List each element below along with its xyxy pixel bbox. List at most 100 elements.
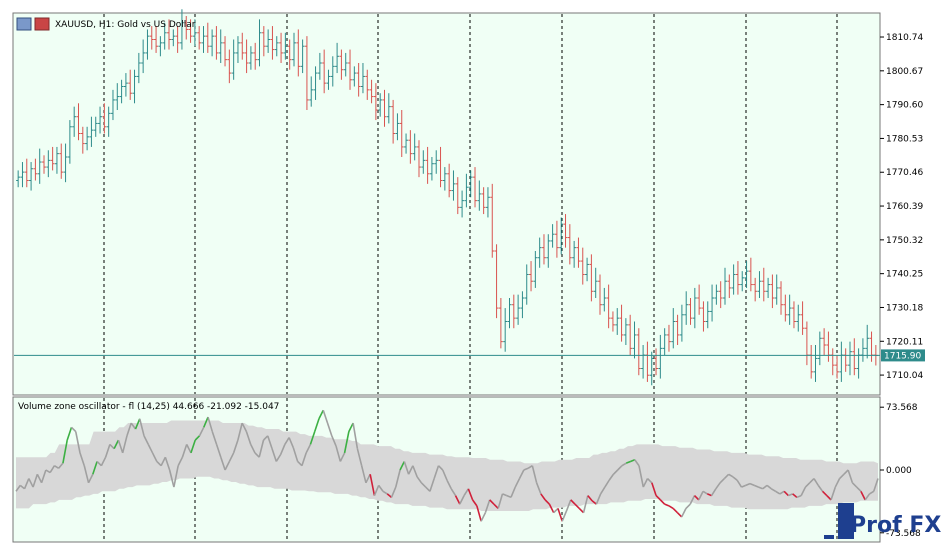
- chart-grid-icon: [16, 17, 32, 31]
- oscillator-segment: [514, 478, 521, 488]
- oscillator-segment: [220, 456, 226, 471]
- oscillator-segment: [429, 478, 435, 492]
- oscillator-segment: [177, 456, 184, 467]
- oscillator-segment: [228, 452, 235, 462]
- oscillator-segment: [151, 452, 158, 462]
- oscillator-segment: [249, 444, 256, 454]
- oscillator-segment: [92, 461, 98, 475]
- price-candles: [14, 9, 880, 386]
- oscillator-segment: [753, 484, 759, 488]
- oscillator-segment: [872, 478, 879, 492]
- oscillator-band: [16, 420, 878, 511]
- osc-tick-label: 0.000: [886, 466, 912, 476]
- oscillator-segment: [395, 469, 401, 488]
- oscillator-segment: [254, 452, 260, 458]
- oscillator-segment: [693, 495, 700, 501]
- oscillator-segment: [604, 479, 610, 488]
- oscillator-segment: [450, 488, 457, 497]
- main-panel-background: [12, 12, 881, 396]
- oscillator-segment: [399, 461, 406, 471]
- oscillator-segment: [689, 495, 696, 505]
- oscillator-segment: [130, 422, 137, 430]
- oscillator-segment: [437, 465, 444, 471]
- oscillator-segment: [749, 482, 755, 487]
- oscillator-segment: [156, 460, 162, 467]
- watermark-logo: [822, 497, 944, 545]
- oscillator-segment: [309, 431, 316, 445]
- price-tick-label: 1760.39: [886, 202, 923, 212]
- oscillator-segment: [471, 499, 478, 507]
- oscillator-segment: [561, 510, 568, 522]
- oscillator-segment: [331, 435, 337, 447]
- price-tick-label: 1800.67: [886, 67, 923, 77]
- oscillator-segment: [723, 473, 730, 480]
- oscillator-segment: [617, 465, 623, 471]
- oscillator-segment: [856, 486, 862, 492]
- oscillator-segment: [758, 486, 764, 490]
- oscillator-segment: [433, 465, 440, 479]
- oscillator-segment: [66, 427, 73, 441]
- oscillator-segment: [224, 461, 231, 471]
- oscillator-segment: [843, 469, 849, 475]
- oscillator-segment: [502, 493, 508, 497]
- oscillator-segment: [736, 479, 743, 488]
- watermark-text: Prof FX: [850, 513, 942, 538]
- oscillator-segment: [821, 490, 828, 497]
- oscillator-segment: [117, 439, 124, 454]
- oscillator-segment: [728, 473, 734, 478]
- oscillator-segment: [638, 465, 645, 488]
- oscillator-segment: [578, 507, 585, 514]
- oscillator-segment: [70, 426, 77, 433]
- oscillator-segment: [612, 469, 619, 475]
- oscillator-segment: [463, 488, 470, 497]
- oscillator-segment: [621, 462, 627, 467]
- oscillator-segment: [476, 505, 482, 522]
- oscillator-segment: [262, 435, 269, 441]
- oscillator-segment: [809, 477, 815, 484]
- oscillator-segment: [318, 409, 324, 420]
- oscillator-segment: [847, 469, 854, 484]
- oscillator-segment: [668, 505, 674, 510]
- price-tick-label: 1710.04: [886, 371, 923, 381]
- oscillator-segment: [518, 469, 525, 479]
- oscillator-segment: [830, 486, 837, 501]
- oscillator-segment: [595, 493, 602, 505]
- symbol-icons: [16, 17, 50, 31]
- oscillator-segment: [194, 435, 201, 441]
- oscillator-segment: [190, 439, 196, 454]
- oscillator-segment: [305, 444, 312, 454]
- oscillator-segment: [489, 499, 495, 505]
- oscillator-segment: [646, 477, 653, 484]
- oscillator-segment: [147, 444, 154, 454]
- oscillator-segment: [326, 422, 333, 437]
- oscillator-segment: [237, 422, 243, 441]
- oscillator-segment: [766, 484, 772, 490]
- oscillator-segment: [138, 418, 145, 437]
- oscillator-segment: [284, 437, 290, 445]
- oscillator-segment: [630, 459, 636, 463]
- oscillator-segment: [365, 473, 371, 484]
- oscillator-segment: [544, 499, 550, 505]
- oscillator-segment: [702, 490, 708, 495]
- oscillator-segment: [134, 418, 141, 430]
- oscillator-segment: [493, 503, 499, 509]
- oscillator-segment: [608, 473, 615, 481]
- oscillator-segment: [531, 465, 538, 483]
- price-tick-label: 1770.46: [886, 168, 923, 178]
- oscillator-segment: [45, 469, 51, 474]
- oscillator-segment: [762, 484, 768, 490]
- current-price-tag: [881, 349, 925, 362]
- oscillator-segment: [783, 490, 789, 497]
- oscillator-segment: [779, 490, 785, 495]
- price-tick-label: 1750.32: [886, 236, 923, 246]
- oscillator-segment: [416, 476, 423, 484]
- oscillator-segment: [523, 467, 529, 471]
- oscillator-segment: [655, 495, 661, 501]
- oscillator-segment: [215, 444, 222, 458]
- oscillator-segment: [181, 444, 188, 458]
- oscillator-segment: [390, 486, 397, 498]
- oscillator-segment: [113, 439, 120, 450]
- oscillator-segment: [685, 503, 691, 509]
- oscillator-segment: [869, 490, 875, 495]
